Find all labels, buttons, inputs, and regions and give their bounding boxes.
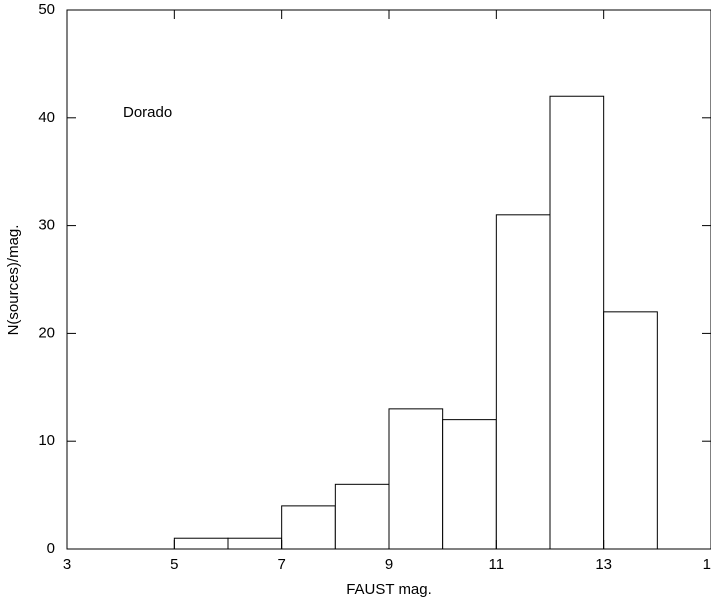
bar: [388, 408, 444, 550]
bar: [603, 311, 658, 550]
y-tick-label: 40: [38, 109, 55, 126]
x-tick-label: 15: [703, 556, 711, 573]
x-axis-label: FAUST mag.: [346, 581, 432, 598]
x-tick-label: 7: [277, 556, 285, 573]
bar: [442, 419, 497, 550]
bar: [549, 95, 605, 550]
bar: [173, 537, 229, 550]
y-tick-label: 0: [47, 540, 55, 557]
x-tick-label: 11: [489, 556, 505, 573]
y-axis-label: N(sources)/mag.: [5, 225, 22, 336]
x-tick-label: 3: [63, 556, 71, 573]
bar: [227, 537, 283, 550]
x-tick-label: 9: [385, 556, 393, 573]
bar: [334, 483, 390, 550]
y-tick-label: 30: [38, 217, 55, 234]
bar: [495, 214, 551, 550]
y-tick-label: 50: [38, 1, 55, 18]
y-tick-label: 20: [38, 324, 55, 341]
x-tick-label: 5: [170, 556, 178, 573]
y-tick-label: 10: [38, 432, 55, 449]
annotation: Dorado: [123, 104, 172, 121]
x-tick-label: 13: [595, 556, 612, 573]
bar: [281, 505, 336, 550]
